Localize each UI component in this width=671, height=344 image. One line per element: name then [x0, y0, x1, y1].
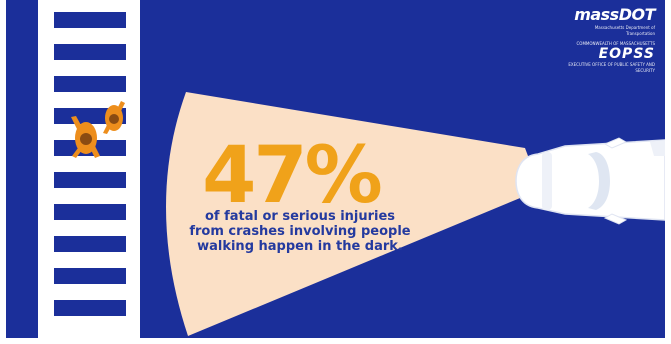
massdot-logo: massDOT	[574, 5, 655, 24]
car-roof-edge	[650, 140, 665, 156]
car-left-mirror	[603, 137, 628, 149]
car-right-mirror	[603, 213, 628, 225]
eopss-logo: EOPSS	[598, 46, 655, 62]
car-body	[515, 139, 665, 221]
crosswalk-gap	[54, 236, 126, 252]
infographic-panel: massDOT Massachusetts Department of Tran…	[6, 0, 665, 338]
caption-line-1: of fatal or serious injuries	[204, 209, 396, 224]
brand-logos: massDOT Massachusetts Department of Tran…	[565, 6, 655, 74]
scene	[6, 0, 665, 338]
pedestrian-2	[103, 101, 125, 134]
car-icon	[515, 137, 665, 225]
statistic-caption: of fatal or serious injuries from crashe…	[182, 209, 418, 254]
crosswalk-icon	[38, 0, 140, 338]
massdot-subtitle: Massachusetts Department of Transportati…	[594, 25, 655, 36]
car-front-bumper	[542, 152, 552, 210]
crosswalk-gap	[54, 268, 126, 284]
crosswalk-gap	[54, 204, 126, 220]
eopss-top-label: COMMONWEALTH OF MASSACHUSETTS	[576, 41, 655, 46]
statistic-value: 47%	[202, 131, 383, 221]
eopss-subtitle: EXECUTIVE OFFICE OF PUBLIC SAFETY AND SE…	[568, 62, 655, 73]
caption-line-3: walking happen in the dark.	[197, 239, 403, 254]
walking-people-icon	[71, 101, 125, 158]
crosswalk-gap	[54, 300, 126, 316]
pedestrian-1	[71, 116, 100, 158]
car-windshield	[588, 152, 610, 210]
caption-line-2: from crashes involving people	[189, 224, 411, 239]
crosswalk-gap	[54, 76, 126, 92]
crosswalk-gap	[54, 44, 126, 60]
headlight-beam-icon	[166, 92, 528, 336]
crosswalk-gap	[54, 172, 126, 188]
crosswalk-gap	[54, 12, 126, 28]
